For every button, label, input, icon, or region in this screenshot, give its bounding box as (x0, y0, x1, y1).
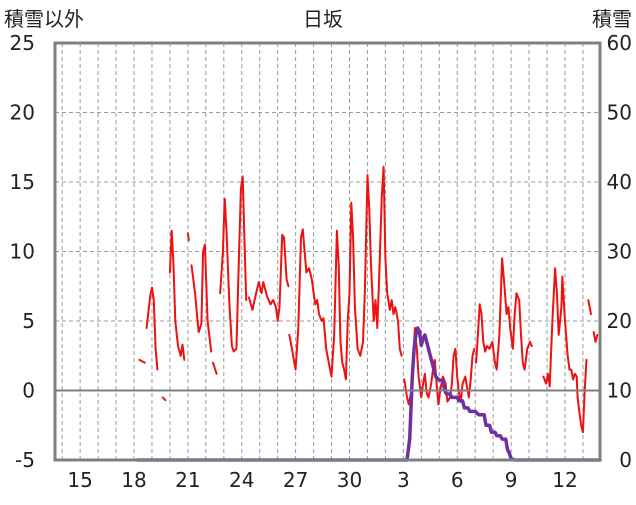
series-group-0 (138, 165, 599, 434)
right-tick-label: 60 (607, 31, 632, 55)
x-tick-label: 3 (397, 468, 410, 492)
plot-frame (53, 41, 602, 462)
right-tick-label: 20 (607, 309, 632, 333)
left-tick-label: 15 (10, 170, 35, 194)
grid-layer (55, 43, 600, 460)
left-tick-label: 10 (10, 240, 35, 264)
x-tick-label: 24 (229, 468, 254, 492)
left-tick-label: -5 (15, 448, 35, 472)
left-tick-label: 0 (22, 379, 35, 403)
tick-labels: -5 0 5 10 15 20 25 0 10 20 30 40 50 60 15 18 21 24 27 30 3 6 9… (10, 31, 632, 492)
red-series-line (186, 232, 190, 242)
x-tick-label: 27 (283, 468, 308, 492)
red-series-line (138, 358, 146, 364)
x-tick-label: 21 (175, 468, 200, 492)
red-series-line (403, 327, 476, 406)
left-tick-label: 20 (10, 101, 35, 125)
series-layer (135, 165, 602, 462)
red-series-line (587, 299, 592, 316)
right-tick-label: 30 (607, 240, 632, 264)
x-tick-label: 18 (121, 468, 146, 492)
red-series-line (168, 229, 186, 361)
series-group-1 (135, 326, 602, 462)
x-tick-label: 15 (67, 468, 92, 492)
red-series-line (247, 233, 290, 322)
chart-title: 日坂 (303, 7, 343, 31)
red-series-line (475, 257, 533, 371)
right-axis-label: 積雪 (592, 7, 632, 31)
red-series-line (212, 361, 218, 375)
purple-series-line (135, 326, 602, 462)
left-tick-label: 25 (10, 31, 35, 55)
red-series-line (542, 267, 588, 434)
frame-layer (53, 41, 602, 462)
red-series-line (219, 175, 248, 353)
red-series-line (145, 286, 159, 371)
right-tick-label: 0 (619, 448, 632, 472)
left-axis-label: 積雪以外 (4, 7, 84, 31)
right-tick-label: 40 (607, 170, 632, 194)
red-series-line (161, 396, 167, 402)
left-tick-label: 5 (22, 309, 35, 333)
red-series-line (190, 243, 213, 353)
x-tick-label: 30 (337, 468, 362, 492)
red-series-line (592, 331, 599, 343)
x-tick-label: 6 (451, 468, 464, 492)
x-tick-label: 12 (552, 468, 577, 492)
red-series-line (288, 165, 403, 381)
right-tick-label: 10 (607, 379, 632, 403)
x-tick-label: 9 (505, 468, 518, 492)
right-tick-label: 50 (607, 101, 632, 125)
